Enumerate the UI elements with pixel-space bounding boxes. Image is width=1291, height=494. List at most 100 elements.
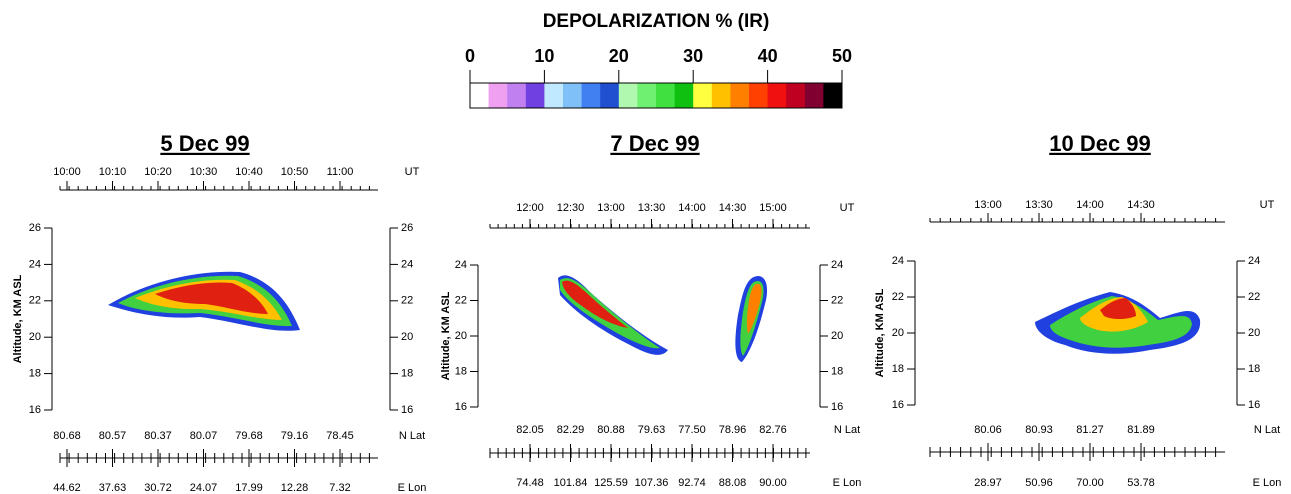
y-tick-label: 22: [892, 291, 904, 303]
lat-label: 80.88: [597, 424, 625, 436]
lon-label: 7.32: [329, 482, 350, 494]
lon-label: 70.00: [1076, 477, 1104, 489]
y-tick-label: 16: [892, 399, 904, 411]
y2-tick-label: 20: [831, 330, 843, 342]
lat-label: 80.37: [144, 430, 172, 442]
ut-tick-label: 12:00: [516, 202, 544, 214]
ut-tick-label: 14:00: [678, 202, 706, 214]
ut-tick-label: 14:30: [1127, 199, 1155, 211]
lon-label: 50.96: [1025, 477, 1053, 489]
colorbar-tick-label: 10: [534, 46, 554, 66]
colorbar-tick-label: 40: [758, 46, 778, 66]
y-tick-label: 24: [892, 255, 904, 267]
y2-tick-label: 20: [401, 331, 413, 343]
ut-tick-label: 10:30: [190, 166, 218, 178]
y-tick-label: 26: [29, 222, 41, 234]
ut-axis-label: UT: [1260, 199, 1275, 211]
y2-tick-label: 24: [1248, 255, 1260, 267]
colorbar-cell: [563, 83, 583, 108]
lon-axis-label: E Lon: [398, 482, 427, 494]
y-tick-label: 20: [29, 331, 41, 343]
ut-tick-label: 10:10: [99, 166, 127, 178]
y2-tick-label: 24: [401, 258, 413, 270]
ut-tick-label: 13:30: [638, 202, 666, 214]
cloud-image: [746, 283, 762, 334]
colorbar-cell: [786, 83, 806, 108]
y2-tick-label: 18: [831, 365, 843, 377]
ut-tick-label: 13:00: [597, 202, 625, 214]
colorbar-cell: [581, 83, 601, 108]
y-tick-label: 24: [29, 258, 41, 270]
lon-label: 28.97: [974, 477, 1002, 489]
lat-label: 77.50: [678, 424, 706, 436]
colorbar-tick-label: 0: [465, 46, 475, 66]
colorbar-tick-label: 50: [832, 46, 852, 66]
lon-label: 24.07: [190, 482, 218, 494]
y2-tick-label: 16: [831, 401, 843, 413]
y2-tick-label: 18: [401, 368, 413, 380]
y2-tick-label: 16: [401, 404, 413, 416]
lon-label: 37.63: [99, 482, 127, 494]
y-tick-label: 22: [455, 294, 467, 306]
lon-label: 30.72: [144, 482, 172, 494]
lon-label: 12.28: [281, 482, 309, 494]
panel-title: 10 Dec 99: [1049, 131, 1151, 156]
colorbar-cell: [711, 83, 731, 108]
lon-label: 125.59: [594, 477, 628, 489]
y-tick-label: 24: [455, 259, 467, 271]
panel-title: 5 Dec 99: [160, 131, 249, 156]
lat-label: 80.07: [190, 430, 218, 442]
colorbar-cell: [507, 83, 527, 108]
cloud-image: [155, 282, 268, 314]
y-tick-label: 20: [455, 330, 467, 342]
y-tick-label: 16: [29, 404, 41, 416]
y-tick-label: 18: [29, 368, 41, 380]
lon-label: 74.48: [516, 477, 544, 489]
ut-tick-label: 10:40: [235, 166, 263, 178]
y2-tick-label: 22: [831, 294, 843, 306]
lon-label: 107.36: [635, 477, 669, 489]
colorbar-cell: [804, 83, 824, 108]
y2-tick-label: 22: [1248, 291, 1260, 303]
lat-axis-label: N Lat: [1254, 424, 1280, 436]
y-tick-label: 18: [455, 365, 467, 377]
colorbar-cell: [730, 83, 750, 108]
colorbar-frame: [469, 82, 843, 109]
lon-label: 90.00: [759, 477, 787, 489]
y2-tick-label: 18: [1248, 363, 1260, 375]
lon-label: 53.78: [1127, 477, 1155, 489]
lat-label: 79.68: [235, 430, 263, 442]
panel-title: 7 Dec 99: [610, 131, 699, 156]
lon-label: 17.99: [235, 482, 263, 494]
lat-label: 78.96: [719, 424, 747, 436]
colorbar-cell: [637, 83, 657, 108]
lon-axis-label: E Lon: [1253, 477, 1282, 489]
lon-label: 92.74: [678, 477, 706, 489]
colorbar-cell: [618, 83, 638, 108]
lat-label: 80.57: [99, 430, 127, 442]
ut-tick-label: 10:50: [281, 166, 309, 178]
ut-tick-label: 12:30: [557, 202, 585, 214]
y-axis-label: Altitude, KM ASL: [12, 274, 24, 363]
lat-label: 80.06: [974, 424, 1002, 436]
y-tick-label: 18: [892, 363, 904, 375]
ut-tick-label: 15:00: [759, 202, 787, 214]
colorbar-cell: [600, 83, 620, 108]
ut-tick-label: 10:00: [53, 166, 81, 178]
ut-axis-label: UT: [840, 202, 855, 214]
lon-label: 101.84: [554, 477, 588, 489]
y-axis-label: Altitude, KM ASL: [874, 288, 886, 377]
colorbar-cell: [470, 83, 490, 108]
cloud-images: [108, 271, 1201, 362]
lat-label: 78.45: [326, 430, 354, 442]
colorbar-tick-label: 20: [609, 46, 629, 66]
colorbar-tick-label: 30: [683, 46, 703, 66]
ut-tick-label: 13:00: [974, 199, 1002, 211]
colorbar-cell: [544, 83, 564, 108]
lat-label: 82.76: [759, 424, 787, 436]
lon-label: 44.62: [53, 482, 81, 494]
y2-tick-label: 24: [831, 259, 843, 271]
ut-tick-label: 14:00: [1076, 199, 1104, 211]
lat-label: 82.29: [557, 424, 585, 436]
